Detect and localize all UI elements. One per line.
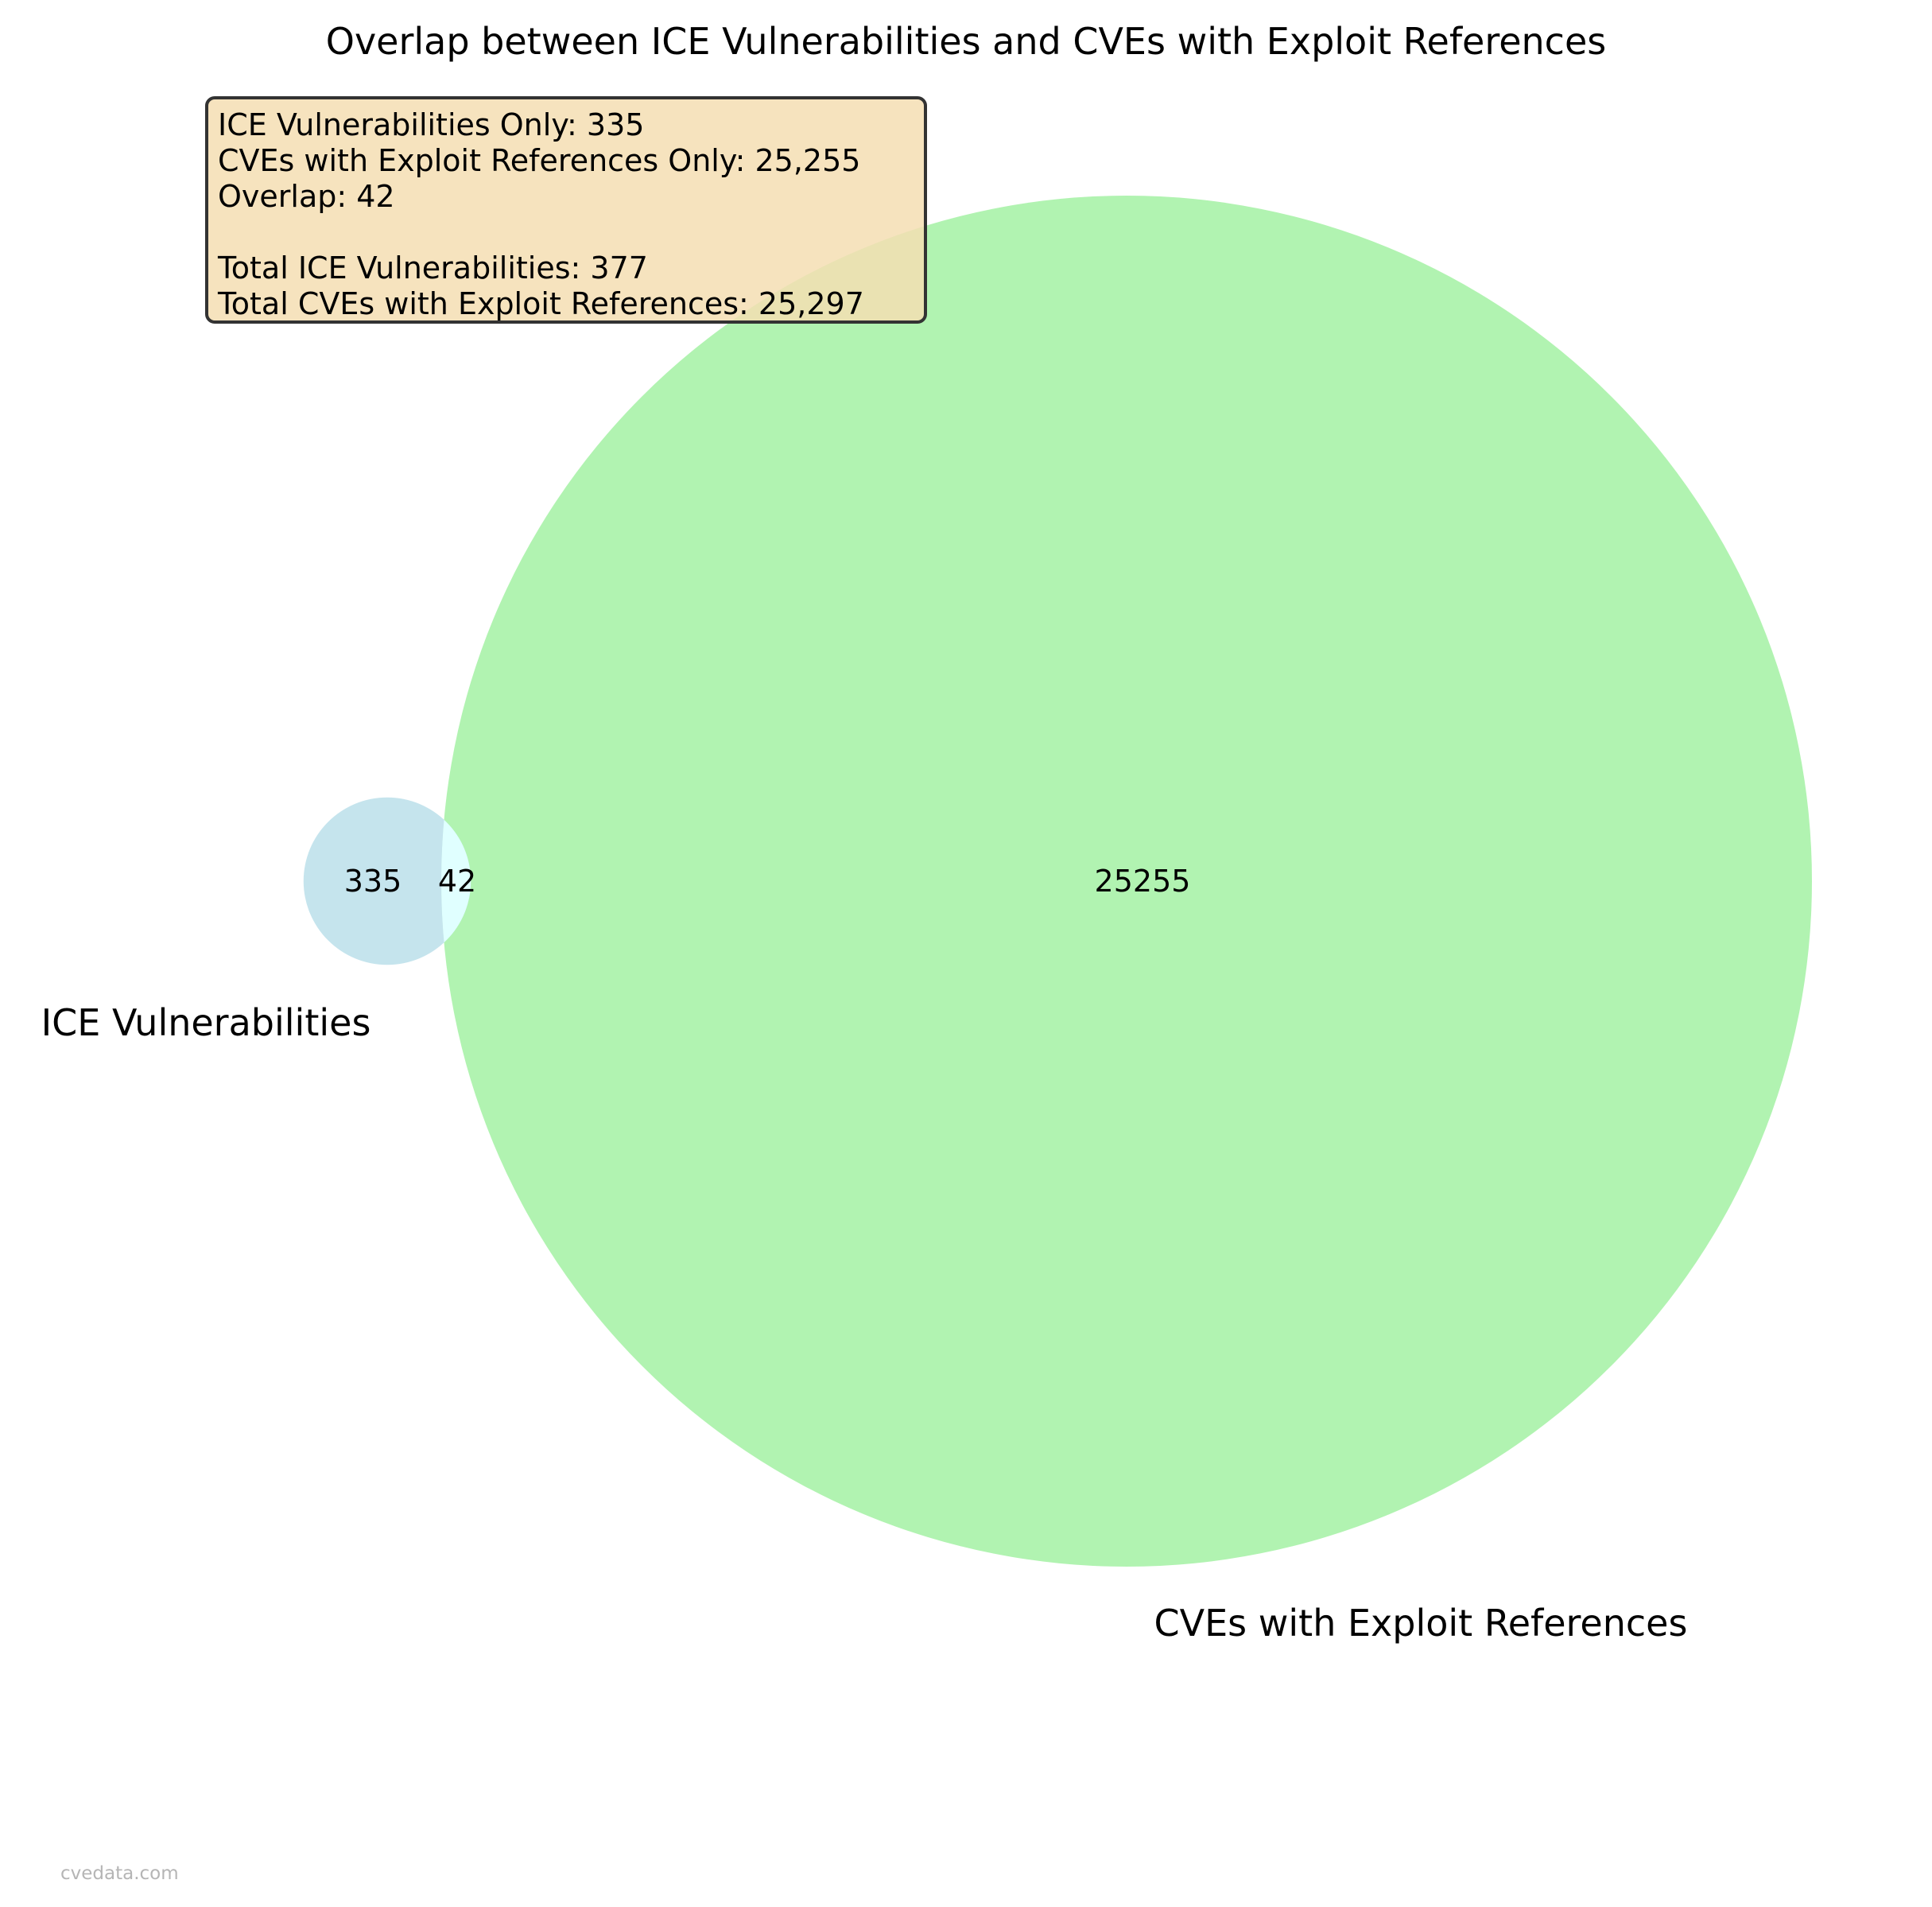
stats-line-total-cves: Total CVEs with Exploit References: 25,2…: [218, 286, 924, 322]
region-label-cves-only: 25255: [1095, 864, 1191, 899]
stats-line-total-ice: Total ICE Vulnerabilities: 377: [218, 251, 924, 286]
stats-summary-box: ICE Vulnerabilities Only: 335 CVEs with …: [205, 96, 927, 324]
set-label-cves-with-exploit-references: CVEs with Exploit References: [1154, 1602, 1688, 1645]
chart-title: Overlap between ICE Vulnerabilities and …: [0, 20, 1932, 63]
set-label-ice-vulnerabilities: ICE Vulnerabilities: [41, 1001, 371, 1044]
stats-line-overlap: Overlap: 42: [218, 179, 924, 215]
stats-line-ice-only: ICE Vulnerabilities Only: 335: [218, 107, 924, 143]
watermark: cvedata.com: [60, 1863, 179, 1884]
stats-line-spacer: [218, 215, 924, 251]
region-label-ice-only: 335: [344, 864, 402, 899]
stats-line-cves-only: CVEs with Exploit References Only: 25,25…: [218, 143, 924, 179]
region-label-overlap: 42: [438, 864, 476, 899]
